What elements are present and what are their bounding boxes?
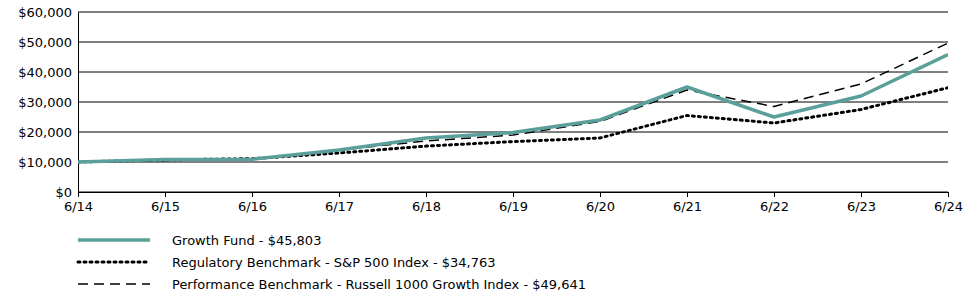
x-tick: 6/15 <box>151 192 180 214</box>
x-tick: 6/24 <box>934 192 963 214</box>
series-line <box>78 88 948 162</box>
x-tick-label: 6/14 <box>64 199 93 214</box>
x-axis: 6/14 6/15 6/16 6/17 6/18 6/19 6/20 6/21 6/22 6/23… <box>64 192 963 214</box>
x-tick: 6/17 <box>325 192 354 214</box>
grid-line <box>78 72 948 73</box>
x-tick: 6/14 <box>64 192 93 214</box>
x-tick-mark <box>165 192 166 197</box>
x-tick-label: 6/17 <box>325 199 354 214</box>
x-tick: 6/20 <box>586 192 615 214</box>
y-tick: $40,000 <box>18 65 78 80</box>
x-tick-label: 6/15 <box>151 199 180 214</box>
legend-label: Growth Fund - $45,803 <box>172 233 321 248</box>
y-tick-label: $30,000 <box>18 95 72 110</box>
x-tick: 6/19 <box>499 192 528 214</box>
y-tick: $0 <box>55 185 78 200</box>
y-tick: $60,000 <box>18 5 78 20</box>
y-tick-label: $10,000 <box>18 155 72 170</box>
y-tick-label: $50,000 <box>18 35 72 50</box>
chart: $0 $10,000 $20,000 $30,000 $40,000 $50,000 $60… <box>0 0 975 304</box>
y-tick: $30,000 <box>18 95 78 110</box>
grid-line <box>78 42 948 43</box>
grid-line <box>78 102 948 103</box>
x-tick: 6/16 <box>238 192 267 214</box>
x-tick-label: 6/22 <box>760 199 789 214</box>
y-tick-label: $0 <box>55 185 72 200</box>
grid-line <box>78 162 948 163</box>
legend-label: Performance Benchmark - Russell 1000 Gro… <box>172 277 586 292</box>
series-line <box>78 55 948 162</box>
x-tick-label: 6/23 <box>847 199 876 214</box>
x-tick: 6/18 <box>412 192 441 214</box>
x-tick-label: 6/24 <box>934 199 963 214</box>
x-tick-mark <box>600 192 601 197</box>
x-tick-label: 6/16 <box>238 199 267 214</box>
x-tick-mark <box>252 192 253 197</box>
x-tick-label: 6/18 <box>412 199 441 214</box>
y-axis: $0 $10,000 $20,000 $30,000 $40,000 $50,000 $60… <box>18 5 78 200</box>
grid <box>78 12 948 192</box>
x-tick: 6/23 <box>847 192 876 214</box>
x-tick-mark <box>513 192 514 197</box>
series-line <box>78 43 948 162</box>
x-tick-label: 6/20 <box>586 199 615 214</box>
x-tick-mark <box>774 192 775 197</box>
grid-line <box>78 12 948 13</box>
x-tick: 6/21 <box>673 192 702 214</box>
y-axis-line <box>78 13 79 193</box>
x-tick-mark <box>426 192 427 197</box>
x-tick-mark <box>339 192 340 197</box>
y-tick: $10,000 <box>18 155 78 170</box>
legend-label: Regulatory Benchmark - S&P 500 Index - $… <box>172 255 496 270</box>
legend-swatch <box>78 261 150 264</box>
x-tick-label: 6/19 <box>499 199 528 214</box>
legend-swatch <box>78 283 150 285</box>
y-tick: $50,000 <box>18 35 78 50</box>
x-tick-mark <box>78 192 79 197</box>
x-tick-mark <box>687 192 688 197</box>
legend-swatch <box>78 238 150 242</box>
legend: Growth Fund - $45,803 Regulatory Benchmar… <box>78 233 586 292</box>
y-tick: $20,000 <box>18 125 78 140</box>
lines <box>78 43 948 162</box>
y-tick-label: $20,000 <box>18 125 72 140</box>
x-tick-mark <box>948 192 949 197</box>
x-tick: 6/22 <box>760 192 789 214</box>
x-tick-label: 6/21 <box>673 199 702 214</box>
x-tick-mark <box>861 192 862 197</box>
y-tick-label: $40,000 <box>18 65 72 80</box>
y-tick-label: $60,000 <box>18 5 72 20</box>
